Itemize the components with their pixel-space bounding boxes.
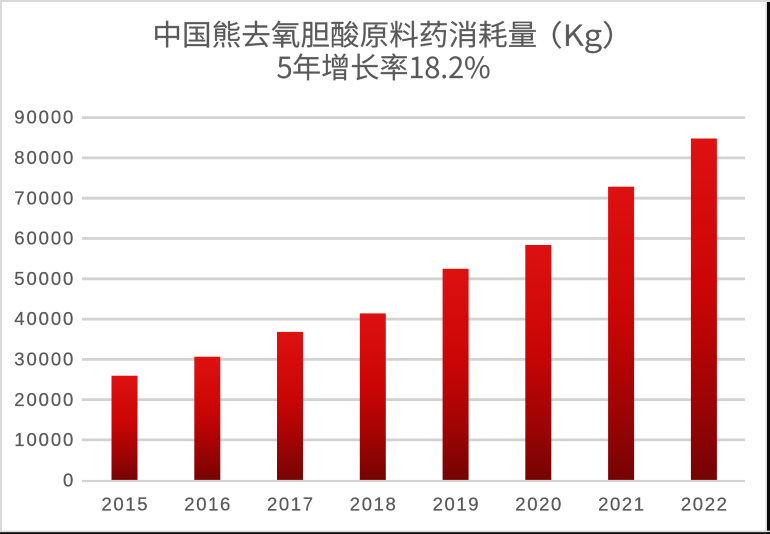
svg-text:50000: 50000 (14, 268, 73, 289)
svg-text:2016: 2016 (184, 494, 230, 515)
svg-text:2017: 2017 (267, 494, 313, 515)
svg-text:2015: 2015 (102, 494, 148, 515)
svg-text:10000: 10000 (14, 429, 73, 450)
svg-text:2018: 2018 (350, 494, 396, 515)
svg-text:60000: 60000 (14, 228, 73, 249)
svg-text:70000: 70000 (14, 187, 73, 208)
svg-text:80000: 80000 (14, 147, 73, 168)
svg-text:90000: 90000 (14, 107, 73, 128)
svg-text:2021: 2021 (598, 494, 644, 515)
svg-text:30000: 30000 (14, 349, 73, 370)
svg-text:20000: 20000 (14, 389, 73, 410)
svg-text:40000: 40000 (14, 308, 73, 329)
svg-text:2022: 2022 (681, 494, 727, 515)
svg-text:2020: 2020 (515, 494, 561, 515)
svg-text:2019: 2019 (433, 494, 479, 515)
svg-text:0: 0 (63, 469, 73, 490)
